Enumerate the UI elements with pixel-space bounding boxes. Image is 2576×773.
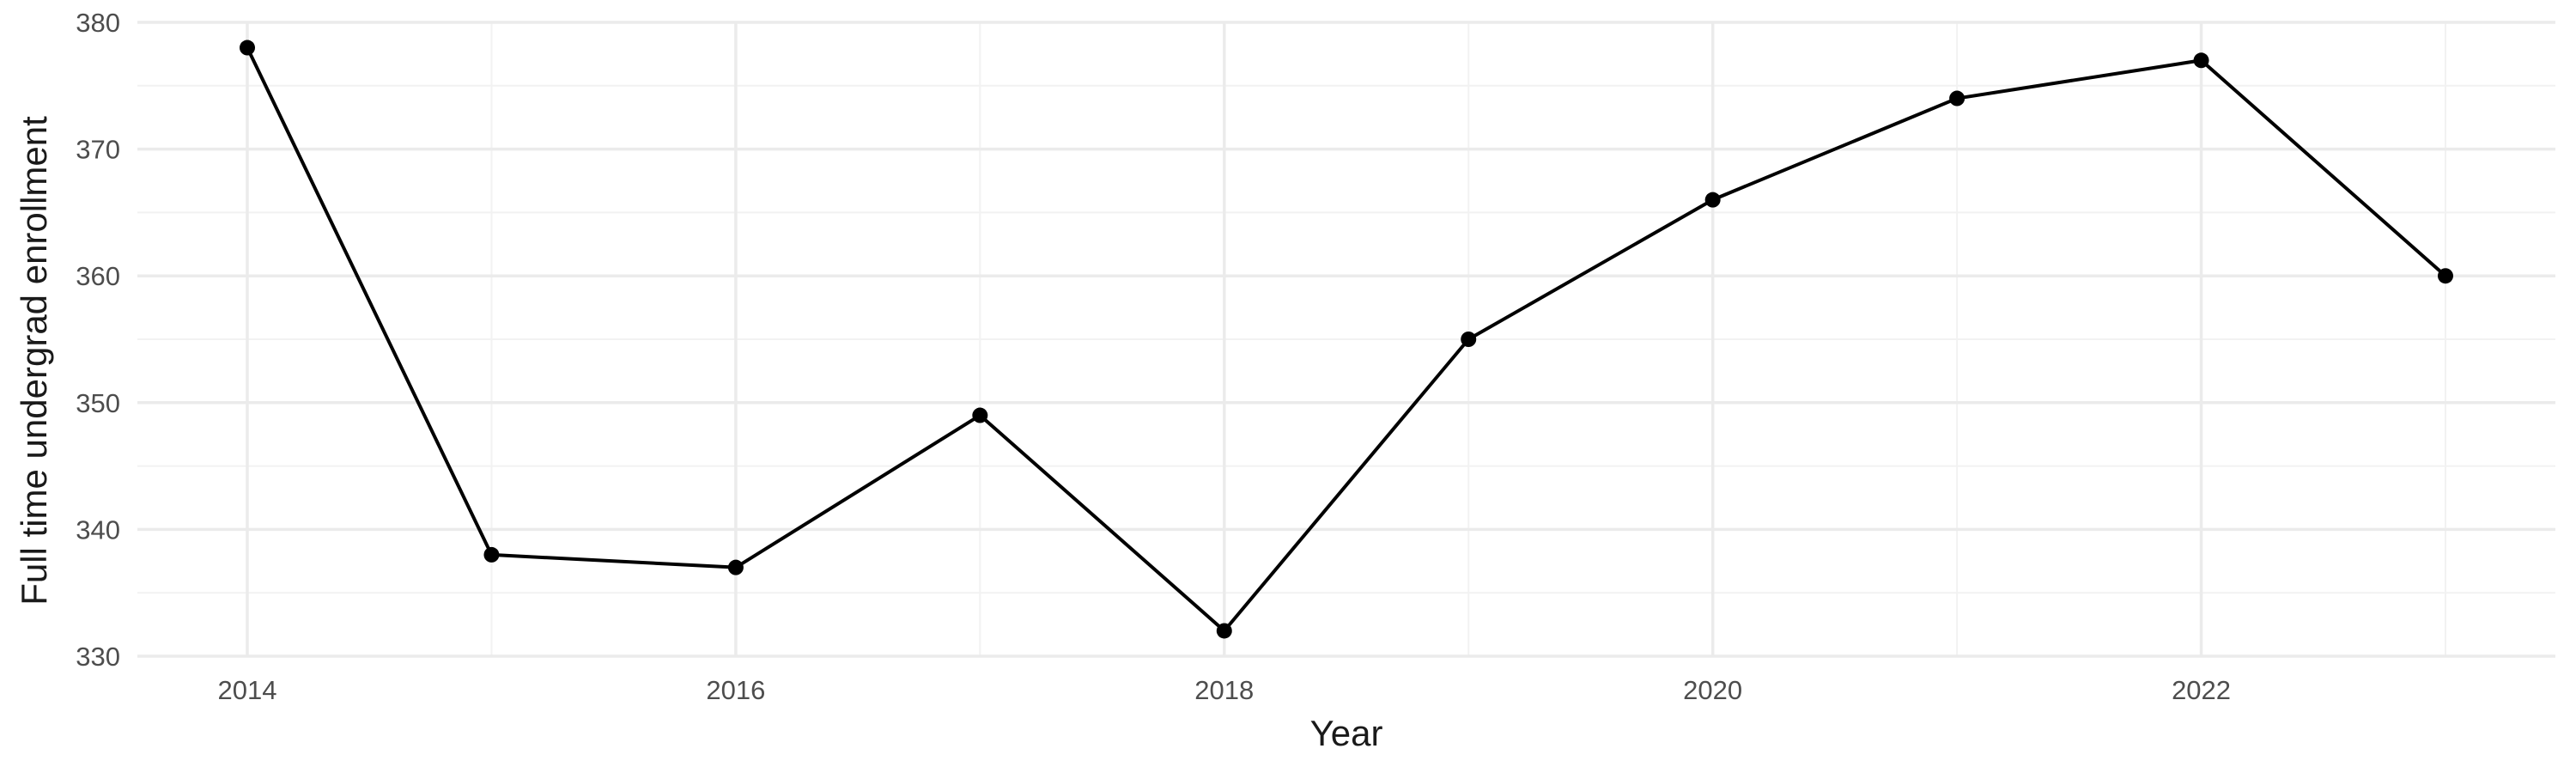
- series-layer: [240, 40, 2453, 639]
- data-point: [1949, 90, 1965, 107]
- data-point: [1704, 192, 1721, 208]
- x-axis-title: Year: [1310, 713, 1383, 753]
- x-tick-label: 2020: [1683, 675, 1742, 705]
- data-point: [972, 407, 988, 423]
- tick-labels: 2014 2016 2018 2020 2022 330 340 350 360 370 380: [76, 8, 2231, 705]
- x-tick-label: 2014: [218, 675, 277, 705]
- x-tick-label: 2022: [2172, 675, 2231, 705]
- y-tick-label: 370: [76, 135, 120, 165]
- data-point: [727, 559, 744, 575]
- data-point: [2193, 52, 2209, 69]
- data-point: [483, 546, 500, 563]
- y-tick-label: 380: [76, 8, 120, 38]
- y-tick-label: 340: [76, 514, 120, 545]
- data-point: [2438, 268, 2453, 284]
- data-point: [1216, 623, 1232, 639]
- y-tick-label: 350: [76, 388, 120, 418]
- y-axis-title: Full time undergrad enrollment: [14, 116, 54, 606]
- x-tick-label: 2016: [706, 675, 765, 705]
- y-tick-label: 360: [76, 261, 120, 291]
- y-tick-label: 330: [76, 642, 120, 672]
- grid: [137, 21, 2555, 658]
- data-point: [240, 40, 255, 56]
- series-line: [246, 46, 2447, 633]
- data-point: [1461, 332, 1477, 347]
- x-tick-label: 2018: [1194, 675, 1254, 705]
